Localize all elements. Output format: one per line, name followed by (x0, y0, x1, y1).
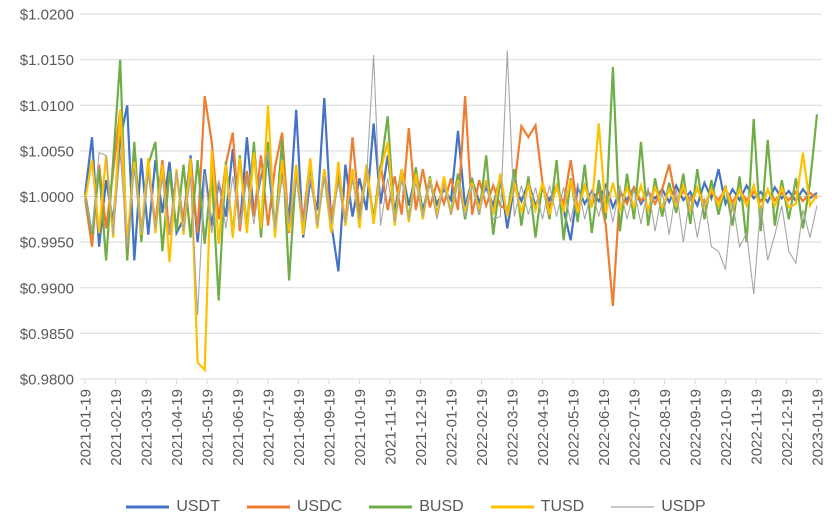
legend-label-tusd: TUSD (540, 498, 585, 515)
y-axis-tick-label: $1.0050 (20, 143, 74, 160)
legend-item-tusd[interactable]: TUSD (490, 498, 585, 515)
legend-label-busd: BUSD (419, 498, 464, 515)
x-axis-tick-label: 2021-01-19 (78, 389, 95, 466)
legend-label-usdc: USDC (296, 498, 343, 515)
y-axis-tick-label: $0.9900 (20, 280, 74, 297)
x-axis-tick-label: 2021-12-19 (413, 389, 430, 466)
x-axis-tick-label: 2022-11-19 (749, 389, 766, 465)
plot-area: $1.0200 $1.0150 $1.0100 $1.0050 $1.0000 $0.99… (20, 7, 827, 466)
y-axis-tick-label: $0.9800 (20, 372, 74, 389)
x-axis-tick-label: 2022-04-19 (535, 389, 552, 466)
y-axis-tick-label: $0.9950 (20, 235, 74, 252)
x-axis-tick-label: 2023-01-19 (810, 389, 827, 466)
x-axis-tick-label: 2021-10-19 (352, 389, 369, 466)
legend-item-usdc[interactable]: USDC (246, 498, 343, 515)
x-axis-tick-label: 2022-08-19 (657, 389, 674, 466)
y-axis-tick-label: $0.9850 (20, 326, 74, 343)
legend-line-swatch-tusd (490, 505, 534, 509)
x-axis-tick-label: 2021-11-19 (383, 389, 400, 465)
legend: USDT USDC BUSD TUSD USDP (0, 494, 832, 520)
legend-item-usdp[interactable]: USDP (611, 498, 706, 515)
x-axis-tick-label: 2021-03-19 (139, 389, 156, 466)
legend-label-usdt: USDT (176, 498, 220, 515)
x-axis-tick-label: 2021-02-19 (108, 389, 125, 466)
x-axis-tick-label: 2021-07-19 (261, 389, 278, 466)
legend-label-usdp: USDP (661, 498, 706, 515)
x-axis-tick-label: 2022-07-19 (627, 389, 644, 466)
x-axis-tick-label: 2021-09-19 (322, 389, 339, 466)
y-axis-tick-label: $1.0000 (20, 189, 74, 206)
legend-line-swatch-usdc (246, 505, 290, 509)
legend-item-usdt[interactable]: USDT (126, 499, 220, 515)
x-axis-tick-label: 2022-12-19 (779, 389, 796, 466)
y-axis-tick-label: $1.0150 (20, 52, 74, 69)
legend-item-busd[interactable]: BUSD (369, 498, 464, 515)
y-axis-tick-label: $1.0200 (20, 7, 74, 24)
x-axis-tick-label: 2021-04-19 (169, 389, 186, 466)
legend-line-swatch-busd (369, 505, 413, 509)
series-line-tusd (83, 105, 818, 373)
x-axis-tick-label: 2022-10-19 (718, 389, 735, 466)
x-axis-tick-label: 2022-05-19 (566, 389, 583, 466)
x-axis-tick-label: 2022-01-19 (444, 389, 461, 466)
x-axis-tick-label: 2022-03-19 (505, 389, 522, 466)
legend-line-swatch-usdp (611, 506, 655, 508)
x-axis-tick-label: 2021-06-19 (230, 389, 247, 466)
x-axis-tick-label: 2021-05-19 (200, 389, 217, 466)
series-line-usdt (83, 97, 818, 272)
legend-line-swatch-usdt (126, 505, 170, 509)
x-axis-tick-label: 2022-02-19 (474, 389, 491, 466)
series-line-usdp (84, 50, 818, 316)
x-axis-tick-label: 2022-09-19 (688, 389, 705, 466)
y-axis-tick-label: $1.0100 (20, 98, 74, 115)
x-axis-tick-label: 2021-08-19 (291, 389, 308, 466)
x-axis-tick-label: 2022-06-19 (596, 389, 613, 466)
